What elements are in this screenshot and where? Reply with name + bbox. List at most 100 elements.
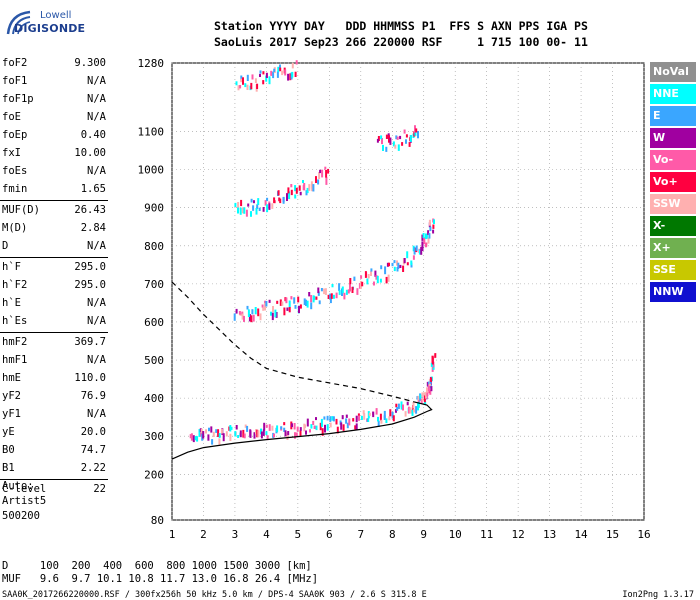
echo-point xyxy=(277,66,280,73)
echo-point xyxy=(367,418,370,422)
x-tick-label: 7 xyxy=(357,528,364,541)
echo-point xyxy=(250,315,253,323)
echo-point xyxy=(380,265,383,270)
param-label: M(D) xyxy=(2,222,28,234)
echo-point xyxy=(434,353,437,358)
echo-point xyxy=(409,407,412,414)
muf-row: MUF 9.6 9.7 10.1 10.8 11.7 13.0 16.8 26.… xyxy=(2,573,319,585)
legend-item: W xyxy=(650,128,696,148)
echo-point xyxy=(379,413,382,421)
x-tick-label: 2 xyxy=(200,528,207,541)
param-value: 20.0 xyxy=(80,426,106,438)
echo-point xyxy=(388,262,390,267)
echo-point xyxy=(276,71,279,78)
echo-point xyxy=(241,207,244,214)
echo-point xyxy=(225,431,228,437)
legend-item: NoVal xyxy=(650,62,696,82)
echo-point xyxy=(327,294,330,299)
echo-point xyxy=(430,386,433,392)
echo-point xyxy=(346,422,349,429)
echo-point xyxy=(288,307,291,313)
param-row: foEs N/A xyxy=(2,163,106,181)
echo-point xyxy=(428,233,431,239)
param-value: 22 xyxy=(93,483,106,495)
echo-point xyxy=(237,435,240,438)
echo-point xyxy=(348,418,351,426)
echo-point xyxy=(272,306,274,312)
param-separator xyxy=(0,257,108,258)
echo-point xyxy=(290,189,293,196)
echo-point xyxy=(240,199,243,207)
echo-point xyxy=(306,300,309,308)
echo-point xyxy=(251,74,254,80)
echo-point xyxy=(252,314,255,322)
param-value: N/A xyxy=(87,93,106,105)
echo-point xyxy=(393,266,396,272)
legend-item: SSW xyxy=(650,194,696,214)
echo-point xyxy=(386,262,389,267)
param-value: 295.0 xyxy=(74,279,106,291)
echo-point xyxy=(413,131,416,137)
param-row: fxI 10.00 xyxy=(2,145,106,163)
echo-point xyxy=(257,308,260,317)
echo-point xyxy=(408,142,411,147)
echo-point xyxy=(299,304,302,309)
param-row: foF2 9.300 xyxy=(2,55,106,73)
param-label: MUF(D) xyxy=(2,204,40,216)
echo-point xyxy=(405,139,407,144)
param-row: h`E N/A xyxy=(2,295,106,313)
echo-point xyxy=(308,292,311,297)
echo-point xyxy=(257,198,260,205)
echo-point xyxy=(244,424,247,428)
echo-point xyxy=(426,392,429,397)
echo-point xyxy=(273,200,276,204)
echo-point xyxy=(341,415,344,420)
echo-point xyxy=(310,181,313,189)
echo-point xyxy=(385,134,388,139)
echo-point xyxy=(274,309,277,318)
echo-point xyxy=(287,73,290,81)
echo-point xyxy=(403,129,406,134)
echo-point xyxy=(412,255,415,260)
echo-point xyxy=(360,275,363,279)
legend-item: X- xyxy=(650,216,696,236)
legend-label: E xyxy=(653,109,661,122)
echo-point xyxy=(211,439,214,445)
echo-point xyxy=(397,144,400,151)
echo-point xyxy=(279,299,282,306)
echo-point xyxy=(396,260,398,266)
echo-point xyxy=(262,207,265,212)
echo-point xyxy=(325,177,328,185)
echo-point xyxy=(345,289,348,295)
echo-point xyxy=(396,267,399,272)
echo-point xyxy=(286,193,288,201)
y-tick-label: 800 xyxy=(144,240,164,253)
param-label: h`F xyxy=(2,261,21,273)
param-row: yE 20.0 xyxy=(2,424,106,442)
echo-point xyxy=(384,266,387,275)
param-value: 110.0 xyxy=(74,372,106,384)
echo-point xyxy=(408,406,410,414)
echo-point xyxy=(192,435,195,443)
legend-item: E xyxy=(650,106,696,126)
legend-label: Vo+ xyxy=(653,175,678,188)
echo-point xyxy=(242,429,245,438)
echo-point xyxy=(276,300,279,304)
param-label: foF1p xyxy=(2,93,34,105)
param-row: hmF2 369.7 xyxy=(2,334,106,352)
legend-label: NoVal xyxy=(653,65,689,78)
echo-point xyxy=(271,203,274,209)
param-value: N/A xyxy=(87,111,106,123)
logo-top-text: Lowell xyxy=(40,10,72,21)
echo-point xyxy=(234,202,237,207)
echo-point xyxy=(425,391,428,399)
param-value: 74.7 xyxy=(80,444,106,456)
echo-point xyxy=(404,411,407,417)
y-tick-label: 700 xyxy=(144,278,164,291)
legend-item: SSE xyxy=(650,260,696,280)
x-tick-label: 6 xyxy=(326,528,333,541)
legend-item: Vo+ xyxy=(650,172,696,192)
echo-point xyxy=(395,409,397,413)
echo-point xyxy=(377,416,379,422)
echo-point xyxy=(260,431,263,439)
